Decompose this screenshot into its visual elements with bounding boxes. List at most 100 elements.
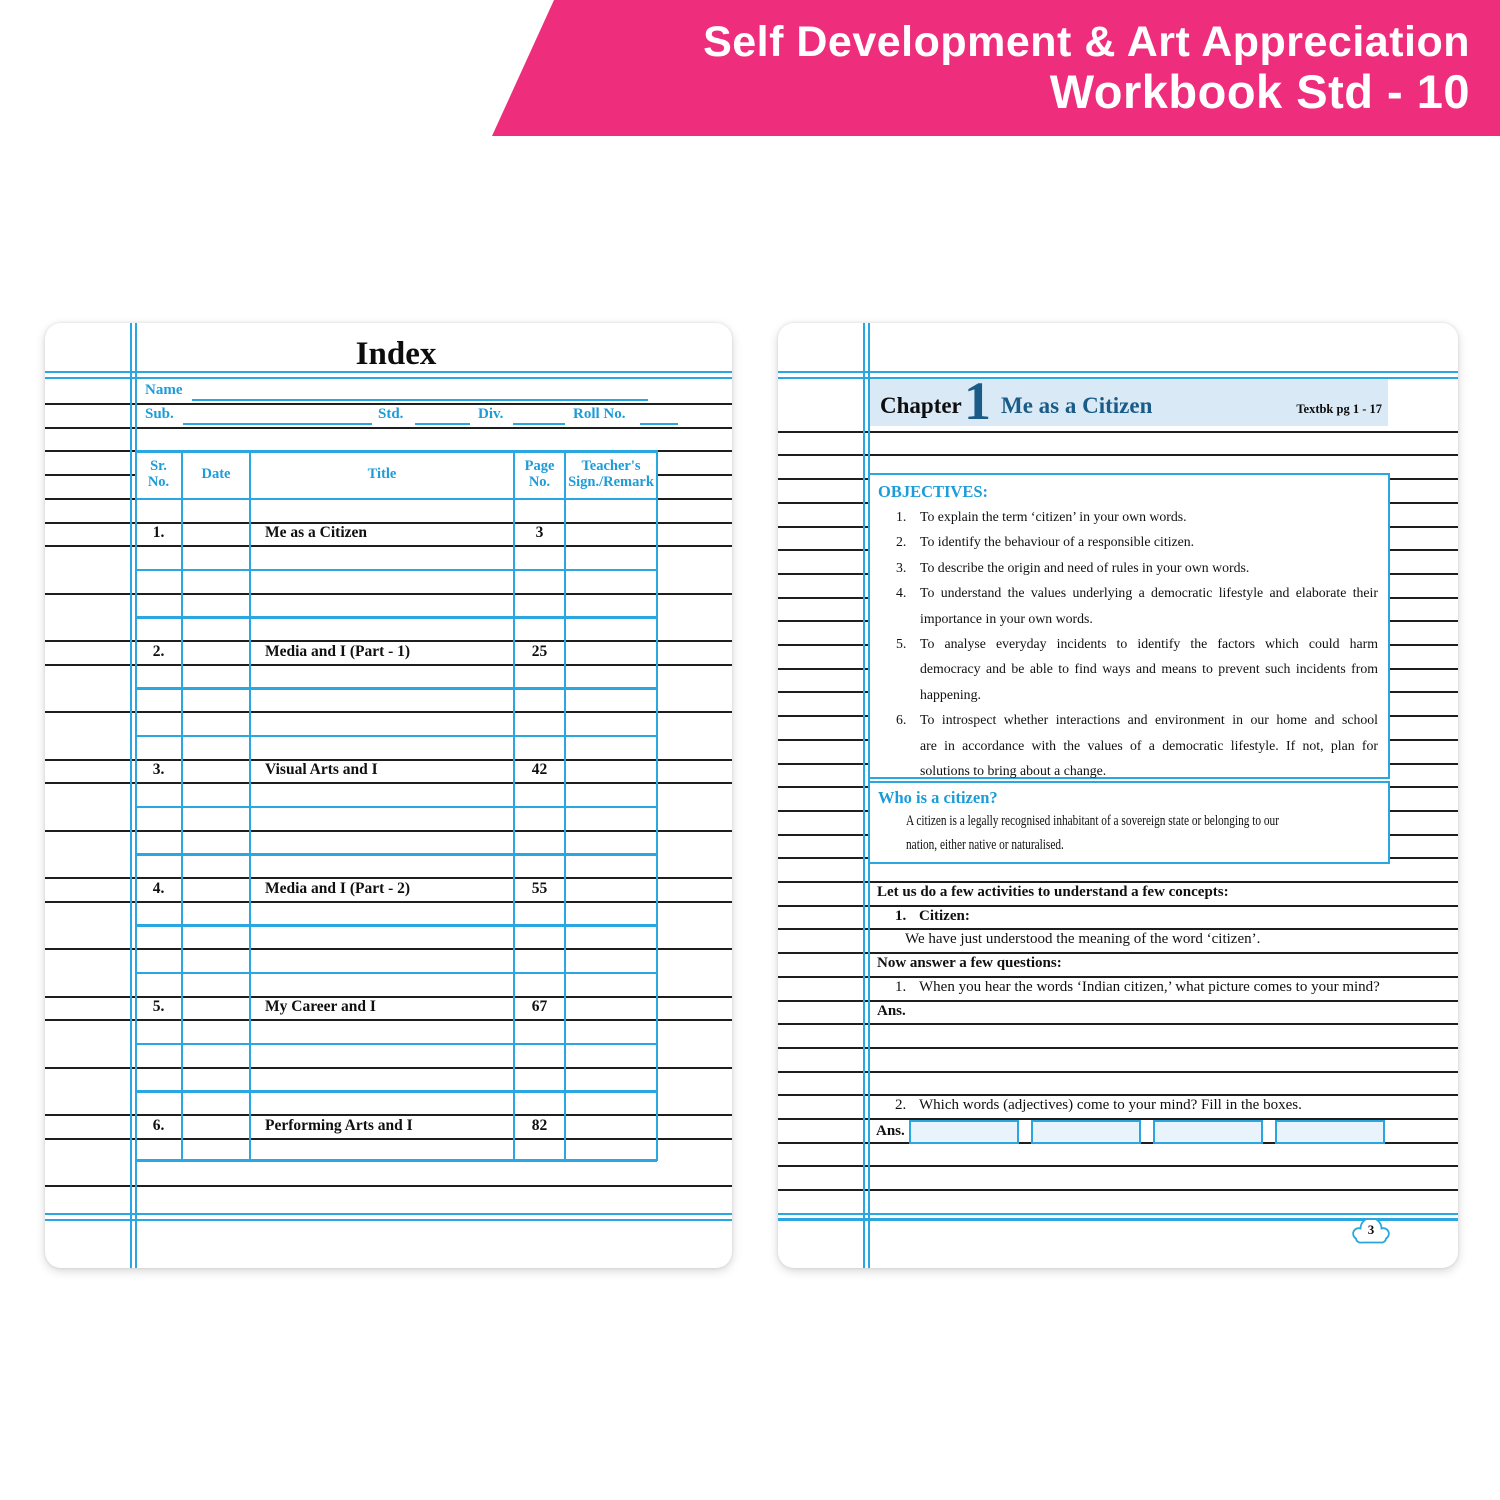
- index-table-border: [564, 450, 567, 1162]
- activities-intro: Let us do a few activities to understand…: [877, 884, 1229, 900]
- index-table-border: [135, 450, 657, 453]
- objective-text: To identify the behaviour of a responsib…: [920, 534, 1195, 550]
- answer-1-label: Ans.: [877, 1002, 906, 1019]
- ruled-line: [45, 640, 732, 642]
- question-1-number: 1.: [895, 978, 907, 995]
- index-row-sr: 3.: [152, 761, 165, 779]
- index-row-page: 42: [531, 761, 548, 779]
- table-rule-line: [135, 1090, 657, 1093]
- ruled-line: [778, 1070, 1458, 1073]
- objective-line: 1. To explain the term ‘citizen’ in your …: [878, 504, 1380, 529]
- objective-text: To understand the values underlying a de…: [920, 585, 1378, 601]
- question-2-text: Which words (adjectives) come to your mi…: [919, 1097, 1302, 1114]
- index-header-teacher-sign: Teacher's Sign./Remark: [568, 458, 654, 491]
- margin-line: [863, 323, 866, 1268]
- who-text-line1: A citizen is a legally recognised inhabi…: [906, 813, 1279, 829]
- objective-line: democracy and be able to find ways and m…: [878, 656, 1380, 681]
- ruled-line: [778, 975, 1458, 978]
- ruled-line: [45, 711, 732, 714]
- objective-text: To describe the origin and need of rules…: [920, 559, 1250, 575]
- name-field-line[interactable]: [192, 399, 648, 401]
- objectives-box: OBJECTIVES: 1. To explain the term ‘citiz…: [868, 473, 1390, 779]
- ruled-line: [45, 900, 732, 903]
- ruled-line: [778, 1046, 1458, 1049]
- index-row-sr: 1.: [152, 524, 165, 542]
- table-rule-line: [135, 734, 657, 738]
- index-title: Index: [355, 336, 437, 372]
- index-row-title: Media and I (Part - 2): [265, 879, 411, 897]
- index-header-date: Date: [201, 466, 231, 483]
- objective-text: democracy and be able to find ways and m…: [920, 661, 1378, 677]
- index-page: Index Name Sub. Std. Div. Roll No. Sr. No…: [45, 323, 732, 1268]
- objective-number: 6.: [896, 712, 907, 728]
- bottom-rule-line: [45, 1218, 732, 1221]
- banner-title-line1: Self Development & Art Appreciation: [703, 17, 1470, 66]
- table-rule-line: [135, 971, 657, 975]
- chapter-number: 1: [964, 371, 991, 431]
- objective-text: To explain the term ‘citizen’ in your ow…: [920, 509, 1187, 524]
- table-rule-line: [135, 568, 657, 572]
- answer-box[interactable]: [1031, 1120, 1141, 1144]
- answer-box[interactable]: [909, 1120, 1019, 1144]
- div-label: Div.: [478, 406, 504, 422]
- objective-text: are in accordance with the values of a d…: [920, 737, 1378, 753]
- subject-field-line[interactable]: [183, 423, 372, 425]
- objective-line: 3. To describe the origin and need of rul…: [878, 555, 1380, 580]
- objective-text: solutions to bring about a change.: [920, 762, 1107, 778]
- page-number-cloud: 3: [1350, 1220, 1392, 1246]
- index-row-sr: 4.: [152, 879, 165, 897]
- margin-line: [130, 323, 133, 1268]
- ruled-line: [778, 952, 1458, 955]
- index-table-header-background: [135, 450, 657, 498]
- answer-2-label: Ans.: [876, 1123, 905, 1139]
- activity-item-label: Citizen:: [919, 907, 970, 924]
- std-label: Std.: [378, 406, 404, 422]
- ruled-line: [778, 904, 1458, 907]
- index-row-page: 67: [531, 998, 548, 1016]
- activity-item-number: 1.: [895, 907, 907, 924]
- objective-line: happening.: [878, 682, 1380, 707]
- bottom-rule-line: [778, 1212, 1458, 1216]
- ruled-line: [45, 1185, 732, 1188]
- ruled-line: [778, 1023, 1458, 1026]
- objective-line: solutions to bring about a change.: [878, 758, 1380, 783]
- chapter-heading-band: Chapter 1 Me as a Citizen Textbk pg 1 - …: [868, 371, 1388, 431]
- objective-number: 1.: [896, 509, 907, 524]
- question-2-number: 2.: [895, 1097, 907, 1114]
- objective-text: happening.: [920, 686, 981, 702]
- index-table: Sr. No. Date Title Page No. Teacher's Sign./Rem…: [135, 450, 659, 1162]
- ruled-line: [45, 829, 732, 832]
- ruled-line: [45, 403, 732, 405]
- objective-number: 5.: [896, 635, 907, 651]
- table-rule-line: [135, 924, 657, 927]
- margin-line: [135, 323, 138, 1268]
- objective-line: 6. To introspect whether interactions and…: [878, 707, 1380, 732]
- index-header-title: Title: [367, 466, 397, 483]
- title-banner: Self Development & Art Appreciation Work…: [492, 0, 1500, 136]
- ruled-line: [45, 995, 732, 998]
- table-rule-line: [135, 616, 657, 619]
- std-field-line[interactable]: [415, 423, 470, 425]
- top-rule-line: [778, 371, 1458, 374]
- answer-box[interactable]: [1153, 1120, 1263, 1144]
- bottom-rule-line: [45, 1213, 732, 1216]
- banner-title-line2: Workbook Std - 10: [1049, 64, 1470, 118]
- question-2-row: 2. Which words (adjectives) come to your…: [778, 1094, 1458, 1118]
- page-number: 3: [1367, 1222, 1375, 1237]
- answer-1-row[interactable]: Ans.: [778, 1000, 1458, 1024]
- index-header-sr-no: Sr. No.: [147, 458, 170, 491]
- index-table-border: [181, 450, 184, 1162]
- roll-no-field-line[interactable]: [640, 423, 678, 425]
- ruled-line: [778, 1094, 1458, 1097]
- div-field-line[interactable]: [513, 423, 565, 425]
- index-row-page: 55: [531, 879, 548, 897]
- ruled-line: [778, 454, 1458, 457]
- objective-line: importance in your own words.: [878, 606, 1380, 631]
- ruled-line: [45, 1114, 732, 1116]
- index-table-border: [513, 450, 516, 1162]
- objective-text: To analyse everyday incidents to identif…: [920, 635, 1378, 651]
- who-is-citizen-heading: Who is a citizen?: [878, 788, 998, 807]
- answer-box[interactable]: [1275, 1120, 1385, 1144]
- objective-line: 5. To analyse everyday incidents to ident…: [878, 631, 1380, 656]
